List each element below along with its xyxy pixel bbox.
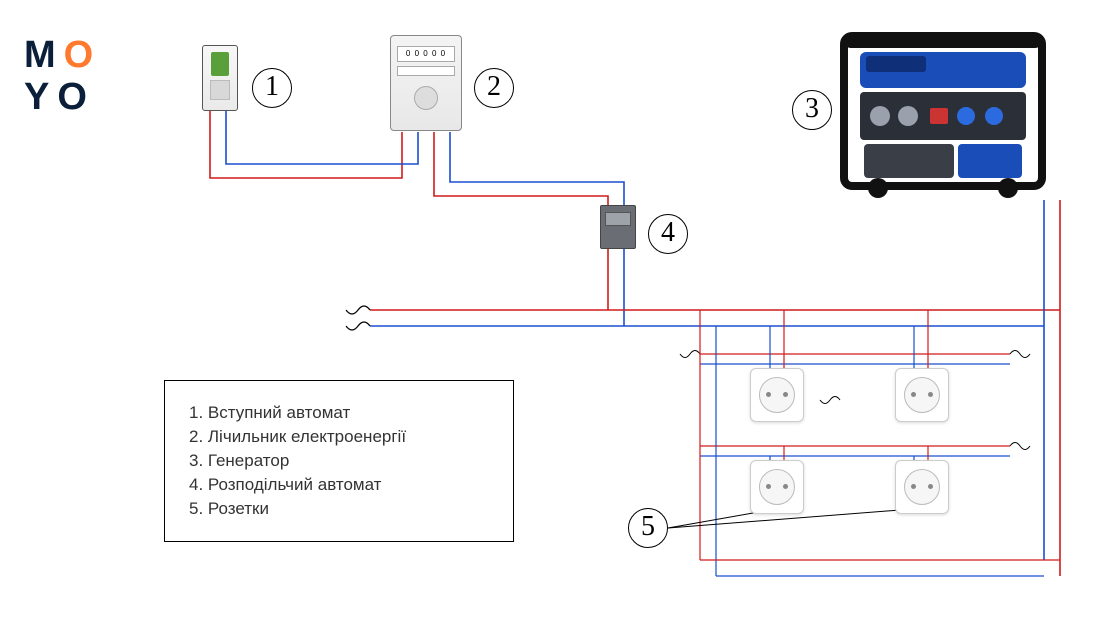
logo-letter-y: Y — [24, 78, 49, 116]
callout-1: 1 — [252, 68, 292, 108]
socket-4 — [895, 460, 949, 514]
socket-2 — [895, 368, 949, 422]
callout-3: 3 — [792, 90, 832, 130]
generator — [838, 30, 1048, 200]
legend-item-5: 5. Розетки — [189, 499, 489, 519]
logo-letter-o2: O — [57, 78, 87, 116]
logo-letter-m: M — [24, 36, 56, 74]
legend-item-2: 2. Лічильник електроенергії — [189, 427, 489, 447]
socket-1 — [750, 368, 804, 422]
legend-box: 1. Вступний автомат 2. Лічильник електро… — [164, 380, 514, 542]
socket-3 — [750, 460, 804, 514]
legend-item-4: 4. Розподільчий автомат — [189, 475, 489, 495]
diagram-canvas: M O Y O 0 0 0 0 0 — [0, 0, 1100, 619]
legend-item-1: 1. Вступний автомат — [189, 403, 489, 423]
meter-display: 0 0 0 0 0 — [397, 46, 455, 62]
logo-letter-o1: O — [64, 36, 94, 74]
distribution-breaker — [600, 205, 636, 249]
callout-5: 5 — [628, 508, 668, 548]
callout-2: 2 — [474, 68, 514, 108]
callout-4: 4 — [648, 214, 688, 254]
legend-item-3: 3. Генератор — [189, 451, 489, 471]
input-breaker — [202, 45, 238, 111]
logo: M O Y O — [24, 36, 124, 120]
electricity-meter: 0 0 0 0 0 — [390, 35, 462, 131]
